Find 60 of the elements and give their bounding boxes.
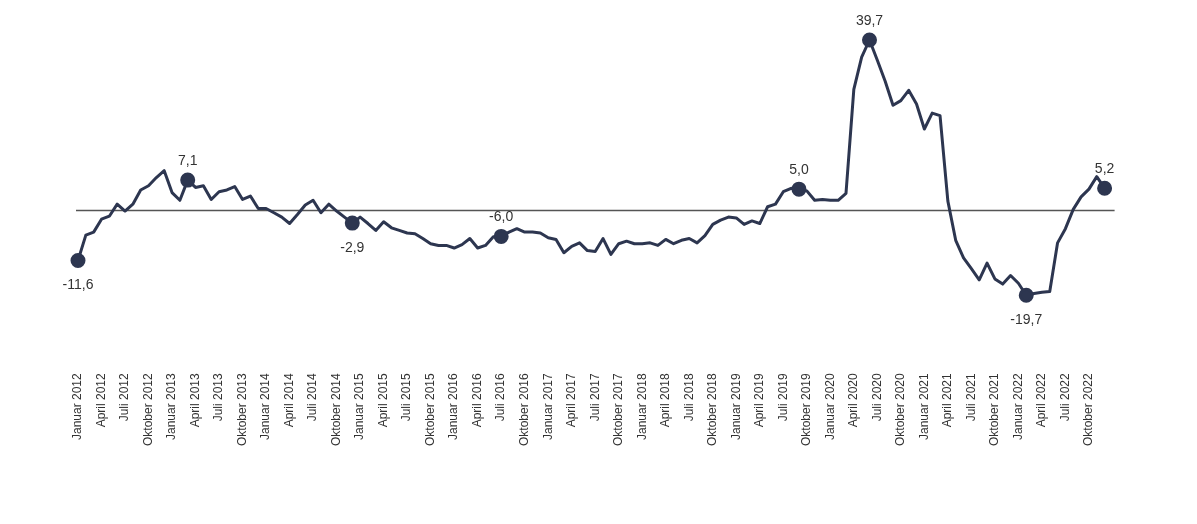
point [180, 172, 196, 188]
x-tick-label: Oktober 2020 [893, 372, 908, 446]
x-tick-label: April 2015 [375, 372, 390, 428]
x-tick-label: Oktober 2013 [234, 372, 249, 446]
x-tick-label: April 2018 [658, 372, 673, 428]
x-tick-label: Juli 2013 [211, 372, 226, 422]
x-tick-label: April 2017 [564, 372, 579, 428]
x-tick-label: Januar 2016 [446, 372, 461, 441]
x-tick-label: Januar 2014 [258, 372, 273, 441]
x-tick-label: Oktober 2019 [799, 372, 814, 446]
data-label: 7,1 [177, 151, 198, 168]
x-tick-label: Juli 2019 [775, 372, 790, 422]
data-label: -11,6 [62, 276, 94, 293]
x-tick-label: April 2020 [846, 372, 861, 428]
x-tick-label: April 2022 [1034, 372, 1049, 428]
point [1097, 180, 1113, 196]
point [1018, 287, 1034, 303]
x-tick-label: Januar 2020 [822, 372, 837, 441]
x-tick-label: Januar 2015 [352, 372, 367, 441]
x-tick-label: Oktober 2014 [328, 372, 343, 446]
x-tick-label: April 2012 [93, 372, 108, 428]
x-tick-label: Januar 2018 [634, 372, 649, 441]
data-label: -6,0 [489, 208, 514, 225]
x-tick-label: Oktober 2017 [611, 372, 626, 446]
data-label: -2,9 [340, 238, 365, 255]
x-tick-label: Oktober 2016 [517, 372, 531, 446]
x-tick-label: Oktober 2012 [140, 372, 155, 446]
x-tick-label: Juli 2015 [399, 372, 414, 422]
data-label: 5,0 [789, 160, 809, 177]
point [344, 215, 360, 231]
x-tick-label: Juli 2014 [305, 372, 320, 422]
x-tick-label: April 2016 [469, 372, 484, 428]
x-tick-label: April 2014 [281, 372, 296, 428]
point [493, 228, 509, 244]
x-tick-label: Januar 2022 [1010, 372, 1025, 441]
x-tick-label: Juli 2017 [587, 372, 602, 422]
x-tick-label: Juli 2016 [493, 372, 508, 422]
x-tick-label: Oktober 2022 [1081, 372, 1096, 446]
data-label: 5,2 [1094, 160, 1115, 177]
x-tick-label: Januar 2013 [164, 372, 179, 441]
x-tick-label: Juli 2020 [869, 372, 884, 422]
x-tick-label: Oktober 2018 [705, 372, 720, 446]
x-tick-label: April 2019 [752, 372, 767, 428]
x-tick-label: Januar 2012 [70, 372, 85, 441]
point [791, 181, 807, 197]
point [70, 252, 86, 268]
x-tick-label: Oktober 2021 [987, 372, 1002, 446]
x-tick-label: April 2013 [187, 372, 202, 428]
x-tick-label: Juli 2021 [963, 372, 978, 422]
x-tick-label: Juli 2018 [681, 372, 696, 422]
x-tick-label: April 2021 [940, 372, 955, 428]
point [862, 32, 877, 48]
x-tick-label: Januar 2021 [916, 372, 931, 441]
x-tick-label: Juli 2012 [117, 372, 132, 422]
x-tick-label: Juli 2022 [1057, 372, 1072, 422]
x-tick-label: Januar 2019 [728, 372, 743, 441]
x-tick-label: Oktober 2015 [422, 372, 437, 446]
x-tick-label: Januar 2017 [540, 372, 555, 441]
data-label: -19,7 [1010, 311, 1043, 328]
data-label: 39,7 [855, 11, 884, 28]
